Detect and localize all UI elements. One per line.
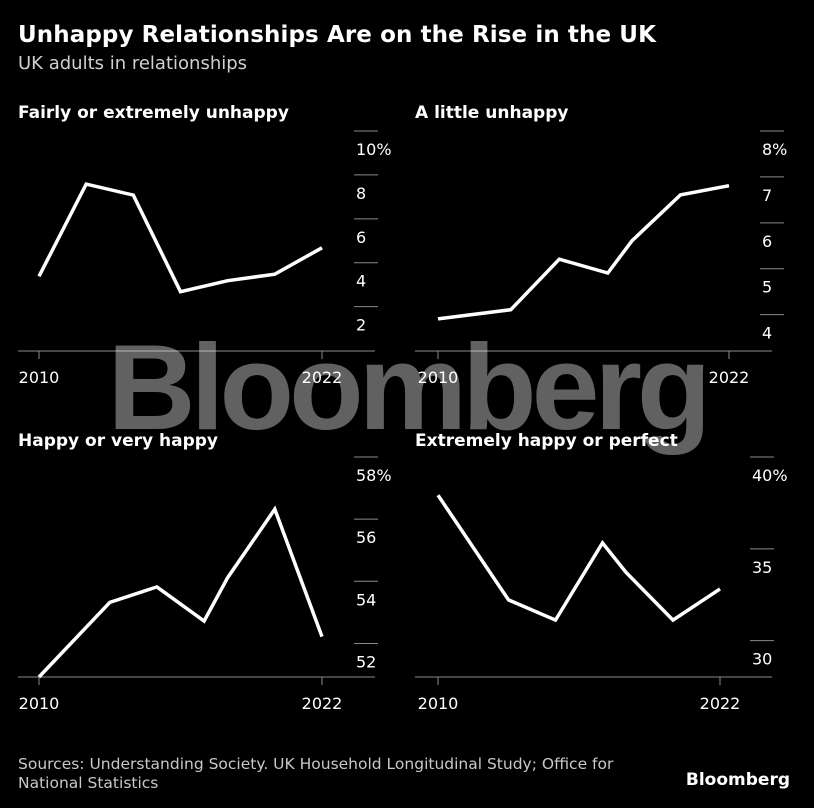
x-tick-label: 2022 bbox=[709, 368, 750, 387]
y-tick-label: 52 bbox=[356, 652, 376, 671]
panel-fairly-or-extremely-unhappy: Fairly or extremely unhappy 2 4 6 8 10% 2010 20… bbox=[18, 103, 392, 387]
y-tick-label: 40% bbox=[752, 466, 788, 485]
y-tick-label: 4 bbox=[762, 324, 772, 343]
y-tick-label: 8 bbox=[356, 184, 366, 203]
panel-title: Extremely happy or perfect bbox=[415, 431, 678, 451]
series-line bbox=[436, 494, 721, 623]
panel-title: Fairly or extremely unhappy bbox=[18, 103, 289, 123]
x-tick-label: 2010 bbox=[418, 694, 459, 713]
panel-title: Happy or very happy bbox=[18, 431, 218, 451]
y-tick-label: 54 bbox=[356, 590, 376, 609]
y-tick-label: 4 bbox=[356, 272, 366, 291]
y-tick-label: 8% bbox=[762, 140, 787, 159]
panel-title: A little unhappy bbox=[415, 103, 568, 123]
y-tick-label: 5 bbox=[762, 278, 772, 297]
x-tick-label: 2022 bbox=[700, 694, 741, 713]
y-tick-label: 10% bbox=[356, 140, 392, 159]
brand-logo: Bloomberg bbox=[685, 770, 790, 790]
panel-extremely-happy-or-perfect: Extremely happy or perfect 30 35 40% 2010 202… bbox=[415, 431, 788, 713]
series-line bbox=[437, 183, 730, 321]
y-tick-label: 30 bbox=[752, 650, 772, 669]
panel-happy-or-very-happy: Happy or very happy 52 54 56 58% 2010 2022 bbox=[18, 431, 392, 713]
series-line bbox=[37, 505, 324, 679]
panel-a-little-unhappy: A little unhappy 4 5 6 7 8% 2010 2022 bbox=[415, 103, 787, 387]
y-tick-label: 6 bbox=[356, 228, 366, 247]
y-tick-label: 58% bbox=[356, 466, 392, 485]
source-note: Sources: Understanding Society. UK House… bbox=[18, 755, 614, 792]
chart-title: Unhappy Relationships Are on the Rise in… bbox=[18, 22, 656, 48]
x-tick-label: 2022 bbox=[302, 368, 343, 387]
x-tick-label: 2010 bbox=[418, 368, 459, 387]
x-tick-label: 2010 bbox=[19, 694, 60, 713]
chart-subtitle: UK adults in relationships bbox=[18, 53, 248, 74]
y-tick-label: 2 bbox=[356, 316, 366, 335]
series-line bbox=[37, 182, 323, 294]
y-tick-label: 7 bbox=[762, 186, 772, 205]
x-tick-label: 2022 bbox=[302, 694, 343, 713]
y-tick-label: 35 bbox=[752, 558, 772, 577]
y-tick-label: 56 bbox=[356, 528, 376, 547]
y-tick-label: 6 bbox=[762, 232, 772, 251]
x-tick-label: 2010 bbox=[19, 368, 60, 387]
